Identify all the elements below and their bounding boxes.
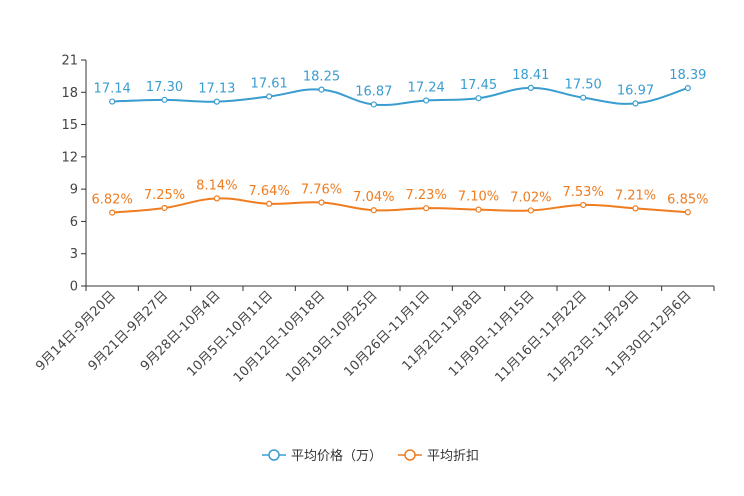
series-0: 17.14 17.30 17.13 17.61 18.25 16.87 17.24 17.45… [94, 68, 706, 108]
data-point [318, 199, 325, 206]
legend[interactable]: 平均价格（万） 平均折扣 [262, 448, 479, 464]
data-label: 7.64% [249, 184, 290, 199]
data-point [109, 98, 116, 105]
data-label: 17.14 [94, 82, 131, 97]
data-point [632, 205, 639, 212]
data-point [580, 94, 587, 101]
data-point [580, 201, 587, 209]
data-point [370, 101, 377, 108]
data-point [318, 86, 325, 93]
data-point [213, 195, 220, 202]
data-label: 7.23% [406, 188, 447, 203]
data-label: 18.39 [669, 68, 706, 83]
data-label: 7.21% [615, 188, 656, 203]
data-point [161, 96, 168, 103]
data-point [527, 84, 534, 91]
data-point [684, 84, 691, 92]
data-label: 16.87 [355, 84, 392, 99]
series-layer: 17.14 17.30 17.13 17.61 18.25 16.87 17.24 17.45… [92, 68, 708, 216]
data-label: 17.50 [565, 78, 602, 93]
y-tick-label: 0 [70, 280, 78, 295]
legend-label: 平均折扣 [427, 449, 479, 464]
data-label: 17.61 [251, 76, 288, 91]
data-label: 17.30 [146, 80, 183, 95]
x-tick-label: 11月16日-11月22日 [493, 288, 590, 385]
data-label: 16.97 [617, 83, 654, 98]
legend-circle-icon [404, 449, 416, 461]
data-label: 7.02% [510, 190, 551, 205]
y-tick-label: 6 [70, 215, 78, 230]
data-label: 17.13 [198, 82, 235, 97]
data-label: 6.85% [667, 192, 708, 207]
y-tick-label: 15 [61, 118, 78, 133]
x-tick-label: 10月19日-10月25日 [283, 288, 380, 385]
legend-circle-icon [268, 449, 280, 461]
series-line [112, 86, 689, 106]
data-label: 6.82% [92, 193, 133, 208]
data-point [423, 205, 430, 212]
data-label: 7.04% [353, 190, 394, 205]
legend-label: 平均价格（万） [291, 448, 382, 464]
data-label: 7.25% [144, 188, 185, 203]
y-tick-label: 9 [70, 183, 78, 198]
y-tick-label: 21 [61, 54, 78, 69]
legend-item-0[interactable]: 平均价格（万） [262, 448, 382, 464]
data-label: 18.25 [303, 70, 340, 85]
series-line [112, 197, 688, 214]
x-tick-label: 10月12日-10月18日 [231, 288, 328, 385]
legend-item-1[interactable]: 平均折扣 [398, 449, 479, 464]
data-point [475, 95, 482, 102]
y-tick-label: 12 [61, 150, 78, 165]
data-point [423, 97, 430, 104]
data-label: 7.53% [563, 185, 604, 200]
series-1: 6.82% 7.25% 8.14% 7.64% 7.76% 7.04% 7.23% 7.10%… [92, 178, 708, 216]
data-label: 17.24 [408, 80, 445, 95]
data-point [266, 200, 273, 207]
data-point [161, 204, 168, 212]
y-tick-label: 3 [70, 247, 78, 262]
y-tick-label: 18 [61, 86, 78, 101]
data-label: 7.76% [301, 182, 342, 197]
data-point [475, 206, 482, 213]
x-tick-label: 11月23日-11月29日 [545, 288, 642, 385]
data-label: 17.45 [460, 78, 497, 93]
data-point [370, 207, 377, 214]
data-point [684, 209, 691, 216]
data-point [632, 100, 639, 107]
data-point [213, 98, 220, 105]
data-point [266, 93, 273, 100]
data-point [109, 209, 116, 216]
data-point [527, 207, 534, 214]
data-label: 7.10% [458, 190, 499, 205]
data-label: 18.41 [512, 68, 549, 83]
data-label: 8.14% [196, 178, 237, 193]
